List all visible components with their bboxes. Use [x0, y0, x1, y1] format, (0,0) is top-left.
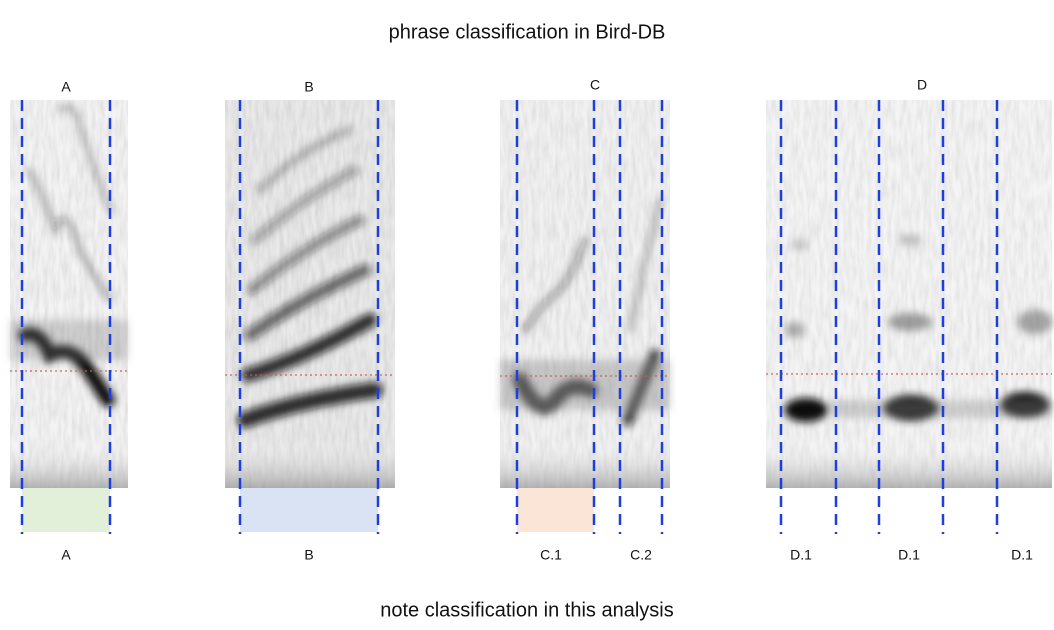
note-label: C.1 — [540, 547, 562, 563]
note-label: A — [61, 547, 71, 563]
note-label: D.1 — [790, 547, 812, 563]
note-label: C.2 — [630, 547, 652, 563]
spectrogram-ink — [10, 104, 1053, 428]
phrase-label: A — [61, 79, 71, 95]
caption: note classification in this analysis — [380, 599, 673, 621]
phrase-label: C — [590, 77, 600, 93]
segment-boundaries — [20, 100, 999, 534]
phrase-label: B — [304, 79, 313, 95]
note-label: B — [304, 547, 313, 563]
phrase-label: D — [917, 77, 927, 93]
title: phrase classification in Bird-DB — [389, 21, 666, 43]
reference-lines — [10, 370, 1052, 377]
phrase-box — [517, 488, 594, 532]
phrase-box — [22, 488, 110, 532]
note-label: D.1 — [898, 547, 920, 563]
spectrograms — [10, 100, 1052, 488]
phrase-box — [240, 488, 378, 532]
note-label: D.1 — [1011, 547, 1033, 563]
